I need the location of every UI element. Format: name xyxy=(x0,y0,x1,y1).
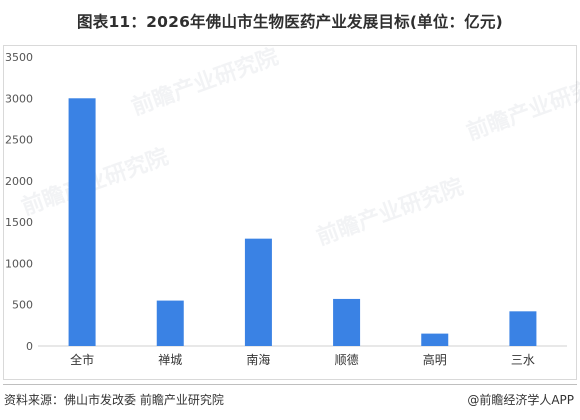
bars-group xyxy=(68,98,537,347)
bar-4 xyxy=(333,298,361,346)
x-tick-label: 顺德 xyxy=(335,352,359,367)
x-tick-labels: 全市 禅城 南海 顺德 高明 三水 xyxy=(70,352,535,367)
y-tick-label: 500 xyxy=(12,299,33,312)
watermark-text: 前瞻产业研究院 xyxy=(128,44,282,121)
y-tick-label: 3500 xyxy=(5,51,33,64)
footer-divider xyxy=(3,384,577,385)
y-tick-label: 1000 xyxy=(5,257,33,270)
bar-6 xyxy=(509,311,537,346)
bar-2 xyxy=(156,300,184,346)
y-tick-label: 2500 xyxy=(5,134,33,147)
chart-frame xyxy=(3,45,577,380)
y-tick-label: 2000 xyxy=(5,175,33,188)
bar-3 xyxy=(244,238,272,346)
y-tick-label: 0 xyxy=(26,340,33,353)
x-tick-label: 高明 xyxy=(423,352,447,367)
bar-1 xyxy=(68,98,96,347)
y-tick-labels: 0 500 1000 1500 2000 2500 3000 3500 xyxy=(5,51,33,353)
bar-5 xyxy=(421,333,449,346)
x-tick-label: 全市 xyxy=(70,352,94,367)
watermark-text: 前瞻产业研究院 xyxy=(463,69,580,146)
x-tick-label: 三水 xyxy=(511,353,535,367)
y-tick-label: 1500 xyxy=(5,216,33,229)
watermark-text: 前瞻产业研究院 xyxy=(313,174,467,251)
chart-title: 图表11：2026年佛山市生物医药产业发展目标(单位：亿元) xyxy=(77,13,503,31)
brand-label: @前瞻经济学人APP xyxy=(467,393,574,407)
watermark-group: 前瞻产业研究院前瞻产业研究院前瞻产业研究院前瞻产业研究院 xyxy=(18,44,580,251)
x-tick-label: 禅城 xyxy=(158,353,182,367)
x-tick-label: 南海 xyxy=(246,352,270,367)
source-note: 资料来源：佛山市发改委 前瞻产业研究院 xyxy=(4,393,224,407)
y-tick-label: 3000 xyxy=(5,92,33,105)
